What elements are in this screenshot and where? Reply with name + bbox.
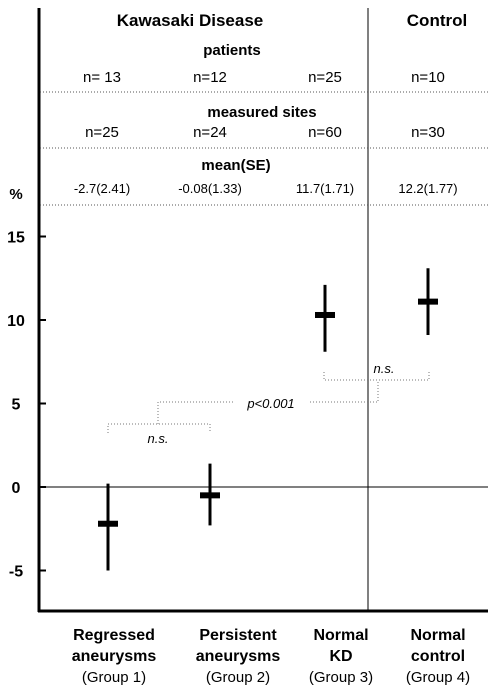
category-group: (Group 1) bbox=[82, 669, 146, 686]
mean-se-value: 12.2(1.77) bbox=[398, 181, 457, 196]
mean-se-value: -2.7(2.41) bbox=[74, 181, 130, 196]
mean-marker bbox=[98, 520, 118, 527]
category-name-line1: Regressed bbox=[73, 627, 155, 644]
category-group: (Group 4) bbox=[406, 669, 470, 686]
patients-count: n=12 bbox=[193, 69, 227, 86]
y-tick-label: 0 bbox=[12, 480, 21, 497]
sites-count: n=24 bbox=[193, 124, 227, 141]
mean-marker bbox=[200, 492, 220, 499]
mean-marker bbox=[418, 298, 438, 305]
p-value-bg bbox=[233, 394, 309, 411]
y-axis-label: % bbox=[9, 186, 22, 203]
y-tick-label: 5 bbox=[12, 397, 21, 414]
row-patients-label: patients bbox=[203, 42, 261, 59]
mean-se-value: 11.7(1.71) bbox=[296, 181, 354, 196]
y-tick-label: -5 bbox=[9, 564, 23, 581]
y-ticks: -5 0 5 10 15 bbox=[7, 230, 46, 581]
category-group: (Group 3) bbox=[309, 669, 373, 686]
annotation-ns-3-4: n.s. bbox=[374, 361, 395, 376]
patients-count: n=25 bbox=[308, 69, 342, 86]
category-name-line2: KD bbox=[329, 648, 352, 665]
category-name-line1: Normal bbox=[313, 627, 368, 644]
category-group: (Group 2) bbox=[206, 669, 270, 686]
mean-marker bbox=[315, 311, 335, 318]
bracket-3-4 bbox=[323, 372, 430, 381]
bracket-1-2 bbox=[107, 423, 211, 433]
sites-count: n=25 bbox=[85, 124, 119, 141]
group-title-control: Control bbox=[407, 11, 467, 30]
mean-se-value: -0.08(1.33) bbox=[178, 181, 242, 196]
row-sites-label: measured sites bbox=[207, 104, 316, 121]
y-tick-label: 15 bbox=[7, 230, 25, 247]
data-marks bbox=[98, 268, 438, 571]
patients-count: n= 13 bbox=[83, 69, 121, 86]
category-name-line2: control bbox=[411, 648, 465, 665]
patients-count: n=10 bbox=[411, 69, 445, 86]
category-name-line2: aneurysms bbox=[72, 648, 157, 665]
annotation-ns-1-2: n.s. bbox=[148, 431, 169, 446]
group-title-kd: Kawasaki Disease bbox=[117, 11, 264, 30]
category-name-line2: aneurysms bbox=[196, 648, 281, 665]
y-tick-label: 10 bbox=[7, 313, 25, 330]
category-name-line1: Persistent bbox=[199, 627, 277, 644]
sites-count: n=60 bbox=[308, 124, 342, 141]
sites-count: n=30 bbox=[411, 124, 445, 141]
header-cells: n= 13 n=25 -2.7(2.41) n=12 n=24 -0.08(1.33) n=… bbox=[74, 69, 458, 196]
row-mean-label: mean(SE) bbox=[201, 157, 270, 174]
category-name-line1: Normal bbox=[410, 627, 465, 644]
category-labels: Regressed aneurysms (Group 1) Persistent ane… bbox=[72, 627, 470, 686]
annotation-p-value: p<0.001 bbox=[246, 396, 294, 411]
